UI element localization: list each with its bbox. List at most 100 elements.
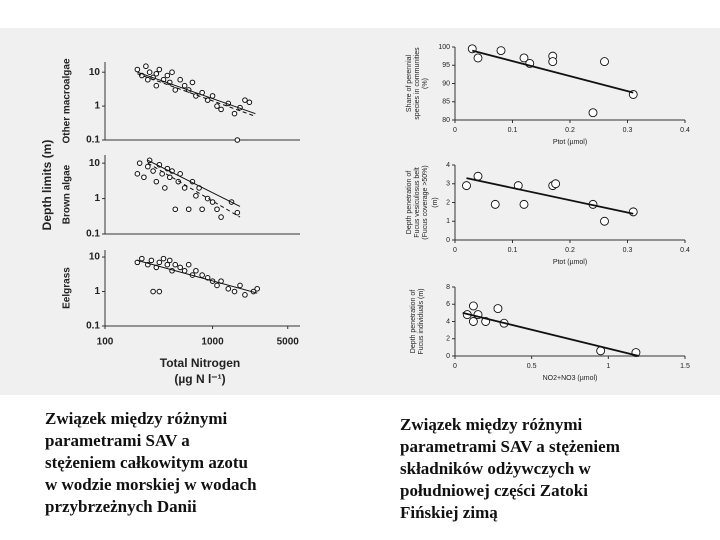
data-point	[156, 66, 163, 73]
caption-line: przybrzeżnych Danii	[45, 497, 197, 516]
y-tick-label: 80	[442, 117, 450, 124]
caption-line: Fińskiej zimą	[400, 503, 498, 522]
data-point	[164, 261, 171, 268]
x-tick-label: 1.5	[680, 363, 690, 370]
data-point	[254, 285, 260, 292]
data-point	[218, 214, 224, 220]
y-axis-label: Other macroalgae	[62, 58, 73, 143]
data-point	[218, 106, 224, 113]
data-point	[150, 168, 156, 174]
data-point	[490, 199, 500, 209]
data-point	[146, 69, 153, 76]
data-point	[148, 257, 155, 264]
data-point	[199, 206, 205, 213]
y-tick-label: 0.1	[86, 229, 100, 240]
y-axis-label: Depth penetration of	[410, 290, 417, 353]
data-point	[551, 179, 561, 189]
x-axis-unit: (µg N l⁻¹)	[174, 372, 225, 386]
x-tick-label: 0	[453, 127, 457, 134]
caption-line: Związek między różnymi	[400, 415, 583, 434]
caption-line: parametrami SAV a stężeniem	[400, 437, 620, 456]
data-point	[141, 174, 147, 181]
y-tick-label: 1	[94, 101, 100, 112]
x-axis-label: Total Nitrogen	[160, 356, 240, 370]
data-point	[156, 259, 163, 266]
data-point	[185, 206, 192, 213]
y-tick-label: 6	[446, 301, 450, 308]
y-tick-label: 1	[94, 193, 100, 204]
x-tick-label: 0.3	[623, 247, 633, 254]
data-point	[153, 82, 160, 89]
y-tick-label: 0	[446, 237, 450, 244]
y-tick-label: 95	[442, 62, 450, 69]
y-tick-label: 0.1	[86, 135, 100, 146]
caption-line: w wodzie morskiej w wodach	[45, 475, 257, 494]
x-axis-label: Ptot (µmol)	[553, 259, 587, 266]
data-point	[548, 57, 558, 67]
y-tick-label: 2	[446, 199, 450, 206]
trend-line	[137, 259, 258, 294]
y-tick-label: 10	[89, 252, 101, 263]
data-point	[156, 288, 163, 295]
caption-line: składników odżywczych w	[400, 459, 592, 478]
y-axis-label: Fucus individuals (m)	[418, 288, 425, 354]
data-point	[145, 163, 151, 170]
y-tick-label: 0	[446, 353, 450, 360]
x-tick-label: 0	[453, 247, 457, 254]
y-tick-label: 4	[446, 318, 450, 325]
shared-y-label: Depth limits (m)	[40, 140, 54, 231]
y-tick-label: 0.1	[86, 321, 100, 332]
x-tick-label: 0.2	[565, 127, 575, 134]
data-point	[588, 108, 598, 118]
data-point	[177, 76, 183, 83]
y-tick-label: 10	[89, 67, 101, 78]
data-point	[181, 82, 188, 89]
x-axis-label: Ptot (µmol)	[553, 139, 587, 146]
data-point	[134, 171, 141, 177]
y-axis-label: (Fucus coverage >50%)	[422, 165, 429, 240]
data-point	[225, 285, 232, 292]
x-tick-label: 5000	[277, 337, 300, 348]
x-tick-label: 0.1	[508, 247, 518, 254]
data-point	[473, 53, 483, 63]
data-point	[473, 171, 483, 181]
trend-line	[472, 49, 634, 94]
caption-line: parametrami SAV a	[45, 431, 190, 450]
x-tick-label: 0.1	[508, 127, 518, 134]
x-tick-label: 0.4	[680, 127, 690, 134]
data-point	[468, 317, 478, 326]
figure-background	[0, 28, 720, 395]
x-tick-label: 100	[97, 337, 114, 348]
data-point	[519, 199, 529, 209]
data-point	[199, 272, 205, 278]
data-point	[193, 192, 199, 199]
y-tick-label: 100	[438, 44, 450, 51]
trend-line	[462, 312, 640, 357]
y-tick-label: 8	[446, 284, 450, 291]
data-point	[234, 137, 241, 143]
data-point	[164, 72, 171, 79]
data-point	[214, 282, 220, 289]
data-point	[214, 103, 220, 109]
data-point	[136, 160, 143, 166]
caption-line: stężeniem całkowitym azotu	[45, 453, 248, 472]
data-point	[160, 255, 167, 262]
trend-line	[147, 162, 241, 218]
data-point	[169, 69, 175, 76]
trend-line	[147, 159, 241, 207]
data-point	[181, 185, 188, 191]
x-tick-label: 1	[606, 363, 610, 370]
data-point	[145, 76, 151, 83]
data-point	[162, 185, 168, 191]
data-point	[193, 267, 199, 274]
y-axis-label: Eelgrass	[62, 267, 73, 309]
data-point	[150, 288, 156, 295]
y-axis-unit: (m)	[432, 197, 439, 208]
y-tick-label: 2	[446, 336, 450, 343]
x-tick-label: 0	[453, 363, 457, 370]
data-point	[153, 178, 160, 185]
data-point	[519, 53, 529, 63]
data-point	[134, 66, 141, 73]
data-point	[172, 206, 179, 213]
